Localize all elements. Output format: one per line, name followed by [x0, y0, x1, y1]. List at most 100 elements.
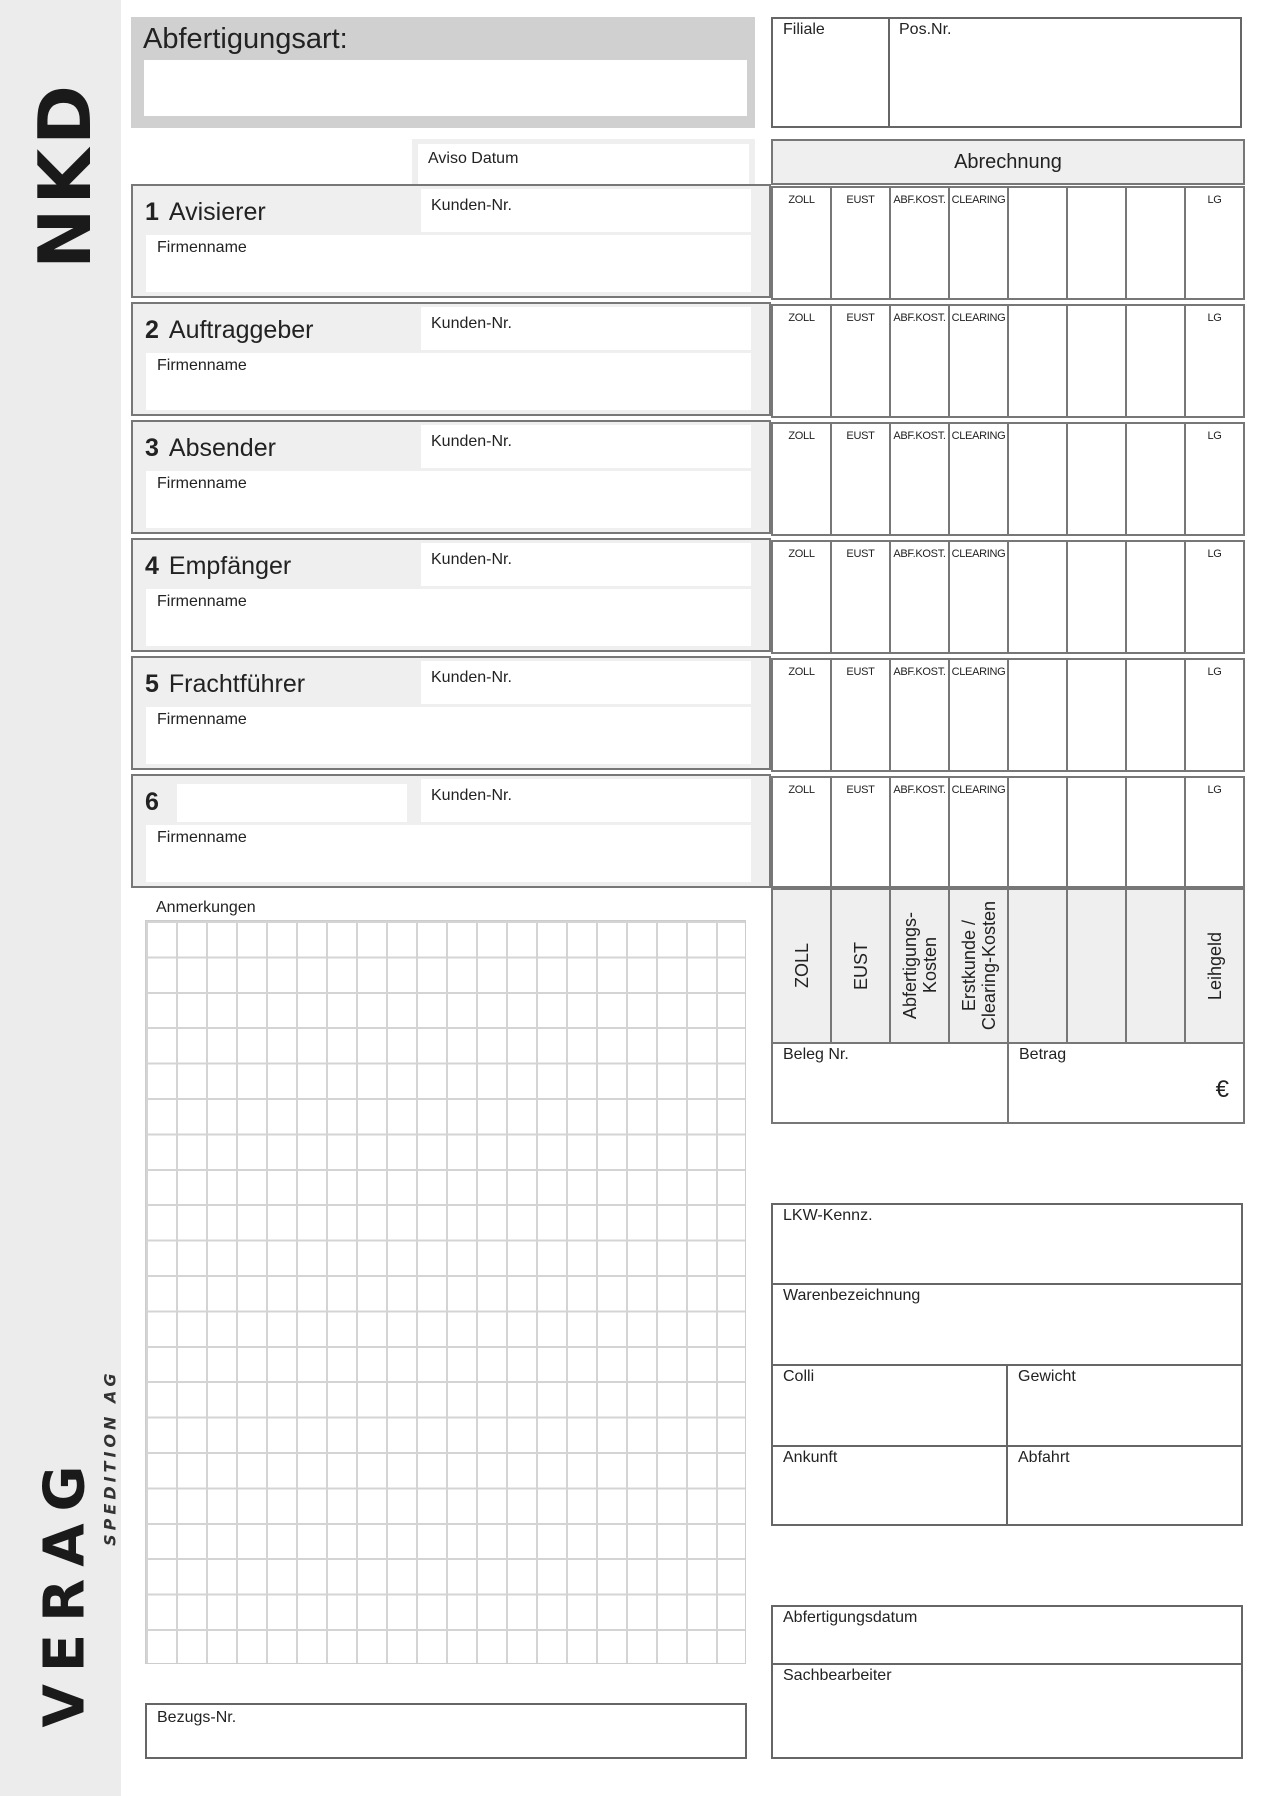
cost-cell[interactable] [1068, 188, 1127, 298]
cost-cell[interactable]: CLEARING [950, 660, 1009, 770]
warenbezeichnung-field[interactable]: Warenbezeichnung [783, 1287, 921, 1304]
anmerkungen-grid[interactable] [145, 920, 746, 1664]
posnr-label: Pos.Nr. [899, 21, 952, 38]
party-section-3: 3 Absender Kunden-Nr. Firmenname [131, 420, 771, 534]
cost-column-label: Erstkunde / Clearing-Kosten [958, 901, 999, 1031]
cost-row-6: ZOLL EUST ABF.KOST. CLEARING LG [771, 776, 1245, 888]
cost-cell[interactable]: ZOLL [773, 660, 832, 770]
kunden-nr-field[interactable]: Kunden-Nr. [421, 425, 751, 468]
transport-box: LKW-Kennz. Warenbezeichnung Colli Gewicht… [771, 1203, 1243, 1526]
cost-cell[interactable]: LG [1207, 548, 1222, 560]
abfertigungsdatum-field[interactable]: Abfertigungsdatum [783, 1609, 918, 1626]
bezugs-nr-field[interactable]: Bezugs-Nr. [145, 1703, 747, 1759]
cost-column-header [1068, 890, 1127, 1042]
firmenname-field[interactable]: Firmenname [146, 471, 751, 528]
abfertigungsart-input[interactable] [144, 60, 747, 116]
firmenname-field[interactable]: Firmenname [146, 825, 751, 882]
cost-cell[interactable] [1068, 778, 1127, 886]
party-section-4: 4 Empfänger Kunden-Nr. Firmenname [131, 538, 771, 652]
cost-cell[interactable]: ABF.KOST. [891, 188, 950, 298]
cost-cell[interactable] [1127, 542, 1186, 652]
firmenname-field[interactable]: Firmenname [146, 589, 751, 646]
cost-cell[interactable]: CLEARING [950, 306, 1009, 416]
cost-cell[interactable]: ZOLL [773, 424, 832, 534]
aviso-datum-label: Aviso Datum [428, 150, 519, 167]
cost-cell[interactable] [1068, 306, 1127, 416]
cost-cell[interactable]: EUST [832, 424, 891, 534]
abfahrt-field[interactable]: Abfahrt [1006, 1447, 1241, 1524]
cost-cell[interactable] [1127, 660, 1186, 770]
kunden-nr-field[interactable]: Kunden-Nr. [421, 543, 751, 586]
cost-cell[interactable]: ZOLL [773, 306, 832, 416]
cost-cell[interactable] [1009, 188, 1068, 298]
cost-cell[interactable]: EUST [832, 660, 891, 770]
cost-cell[interactable]: CLEARING [950, 188, 1009, 298]
cost-cell[interactable]: ZOLL [773, 542, 832, 652]
cost-cell[interactable] [1009, 660, 1068, 770]
cost-cell[interactable] [1009, 542, 1068, 652]
firmenname-field[interactable]: Firmenname [146, 353, 751, 410]
cost-cell[interactable]: CLEARING [950, 542, 1009, 652]
cost-cell[interactable]: CLEARING [950, 424, 1009, 534]
cost-cell[interactable]: EUST [832, 188, 891, 298]
gewicht-field[interactable]: Gewicht [1006, 1366, 1241, 1445]
kunden-nr-field[interactable]: Kunden-Nr. [421, 661, 751, 704]
cost-cell[interactable] [1127, 424, 1186, 534]
cost-cell[interactable] [1009, 424, 1068, 534]
cost-cell[interactable] [1068, 660, 1127, 770]
cost-cell[interactable]: LG [1207, 666, 1222, 678]
filiale-label: Filiale [783, 21, 825, 38]
beleg-betrag-box: Beleg Nr. Betrag € [771, 1042, 1245, 1124]
cost-cell[interactable] [1009, 306, 1068, 416]
cost-cell[interactable]: EUST [832, 306, 891, 416]
cost-column-header: Leihgeld [1186, 890, 1243, 1042]
kunden-nr-field[interactable]: Kunden-Nr. [421, 189, 751, 232]
cost-cell[interactable]: EUST [832, 542, 891, 652]
abrechnung-header: Abrechnung [771, 139, 1245, 185]
lkw-kennz-field[interactable]: LKW-Kennz. [783, 1207, 873, 1224]
cost-cell[interactable]: ABF.KOST. [891, 778, 950, 886]
section-name-input[interactable] [177, 784, 407, 822]
ankunft-field[interactable]: Ankunft [783, 1449, 838, 1466]
aviso-datum-field[interactable]: Aviso Datum [412, 139, 755, 185]
cost-row-1: ZOLL EUST ABF.KOST. CLEARING LG [771, 186, 1245, 300]
section-title: 3 Absender [145, 434, 276, 462]
cost-cell[interactable]: LG [1207, 784, 1222, 796]
cost-cell[interactable] [1127, 188, 1186, 298]
abfertigungsart-label: Abfertigungsart: [143, 23, 348, 55]
abfertigung-box: Abfertigungsdatum Sachbearbeiter [771, 1605, 1243, 1759]
filiale-posnr-box[interactable]: Filiale Pos.Nr. [771, 17, 1242, 128]
cost-column-header: ZOLL [773, 890, 832, 1042]
cost-cell[interactable]: ABF.KOST. [891, 306, 950, 416]
sachbearbeiter-field[interactable]: Sachbearbeiter [783, 1667, 892, 1684]
beleg-nr-field[interactable]: Beleg Nr. [773, 1044, 1009, 1122]
cost-cell[interactable]: ZOLL [773, 188, 832, 298]
firmenname-field[interactable]: Firmenname [146, 235, 751, 292]
cost-cell[interactable] [1068, 424, 1127, 534]
cost-column-label: EUST [850, 941, 871, 990]
section-title: 5 Frachtführer [145, 670, 306, 698]
cost-column-label: ZOLL [791, 943, 812, 989]
cost-cell[interactable]: ABF.KOST. [891, 542, 950, 652]
verag-logo: VERAG SPEDITION AG [32, 1369, 120, 1728]
section-title: 2 Auftraggeber [145, 316, 314, 344]
cost-cell[interactable]: ABF.KOST. [891, 424, 950, 534]
cost-cell[interactable]: EUST [832, 778, 891, 886]
cost-cell[interactable] [1009, 778, 1068, 886]
kunden-nr-field[interactable]: Kunden-Nr. [421, 307, 751, 350]
cost-cell[interactable]: ZOLL [773, 778, 832, 886]
betrag-field[interactable]: Betrag € [1019, 1046, 1229, 1103]
cost-cell[interactable]: CLEARING [950, 778, 1009, 886]
cost-cell[interactable] [1127, 778, 1186, 886]
abfertigungsart-field: Abfertigungsart: [131, 17, 755, 128]
cost-cell[interactable]: LG [1207, 194, 1222, 206]
cost-cell[interactable]: LG [1207, 430, 1222, 442]
cost-cell[interactable] [1127, 306, 1186, 416]
kunden-nr-field[interactable]: Kunden-Nr. [421, 779, 751, 822]
cost-cell[interactable]: LG [1207, 312, 1222, 324]
cost-cell[interactable]: ABF.KOST. [891, 660, 950, 770]
firmenname-field[interactable]: Firmenname [146, 707, 751, 764]
cost-cell[interactable] [1068, 542, 1127, 652]
cost-row-2: ZOLL EUST ABF.KOST. CLEARING LG [771, 304, 1245, 418]
colli-field[interactable]: Colli [783, 1368, 815, 1385]
